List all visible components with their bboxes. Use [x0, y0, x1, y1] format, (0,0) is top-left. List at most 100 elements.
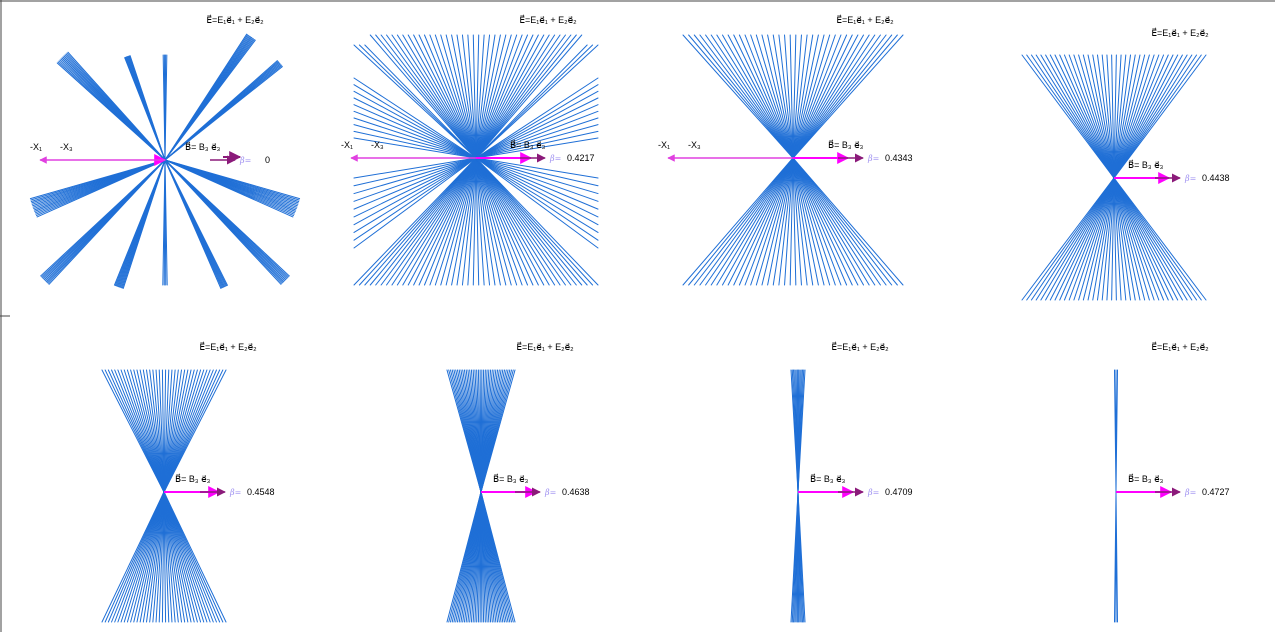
field-line — [475, 157, 561, 286]
field-line — [475, 34, 539, 159]
field-line — [120, 491, 165, 623]
field-line — [475, 157, 599, 286]
field-line — [1063, 54, 1115, 179]
field-line — [475, 34, 523, 159]
field-line — [792, 157, 893, 286]
b-field-label: B⃗= B₃ e⃗₃ — [1128, 473, 1164, 484]
field-line — [792, 34, 842, 159]
field-line — [475, 157, 599, 179]
field-line — [1113, 177, 1127, 301]
field-lines — [1021, 54, 1207, 301]
panel-6: E⃗=E₁e⃗₁ + E₂e⃗₂ B⃗= B₃ e⃗₃ β= 0.4638 — [446, 341, 590, 623]
field-line — [1049, 54, 1115, 179]
field-line — [451, 157, 477, 286]
field-line — [797, 369, 806, 493]
beta-label: β= — [229, 488, 241, 497]
field-line — [1113, 54, 1122, 179]
field-line — [123, 369, 165, 493]
field-line — [792, 157, 870, 286]
field-line — [353, 97, 477, 159]
field-line — [1115, 369, 1118, 493]
field-line — [163, 369, 176, 493]
field-line — [1113, 54, 1193, 179]
field-line — [792, 34, 831, 159]
field-line — [1111, 177, 1115, 301]
field-line — [467, 157, 477, 286]
beta-label: β= — [867, 488, 879, 497]
field-line — [475, 157, 518, 286]
field-line — [353, 84, 477, 159]
field-line — [1096, 177, 1115, 301]
field-line — [480, 491, 516, 623]
field-line — [475, 90, 599, 159]
b-field-label: B⃗= B₃ e⃗₃ — [828, 139, 864, 150]
field-line — [163, 369, 202, 493]
field-line — [163, 491, 167, 623]
field-line — [1113, 54, 1169, 179]
b-field-label: B⃗= B₃ e⃗₃ — [510, 139, 546, 150]
field-line — [792, 34, 887, 159]
field-line — [369, 34, 477, 159]
field-line — [163, 369, 198, 493]
neg-x3-label: -X₃ — [371, 140, 384, 150]
panel-4: E⃗=E₁e⃗₁ + E₂e⃗₂ B⃗= B₃ e⃗₃ β= 0.4438 — [1021, 27, 1230, 301]
e-field-label: E⃗=E₁e⃗₁ + E₂e⃗₂ — [1151, 341, 1209, 352]
beta-value: 0.4638 — [562, 487, 590, 497]
field-line — [792, 157, 859, 286]
field-line — [475, 44, 594, 159]
field-line — [1113, 177, 1136, 301]
field-line — [475, 157, 480, 286]
field-line — [1113, 177, 1188, 301]
field-line — [750, 157, 794, 286]
field-line — [1030, 177, 1115, 301]
field-line — [792, 34, 825, 159]
field-line — [369, 157, 477, 286]
field-line — [146, 491, 165, 623]
field-line — [353, 157, 477, 179]
field-line — [163, 491, 170, 623]
field-line — [375, 157, 477, 286]
field-line — [475, 137, 599, 159]
field-line — [716, 157, 794, 286]
panel-2: E⃗=E₁e⃗₁ + E₂e⃗₂ B⃗= B₃ e⃗₃β= 0.4217 -X₁ -X₃ — [341, 14, 599, 286]
field-line — [727, 157, 794, 286]
e-field-label: E⃗=E₁e⃗₁ + E₂e⃗₂ — [831, 341, 889, 352]
field-line — [161, 491, 165, 623]
field-line — [1113, 54, 1198, 179]
field-line — [158, 369, 165, 493]
beta-label: β= — [239, 156, 251, 165]
field-line — [1101, 177, 1115, 301]
field-line — [353, 157, 477, 210]
field-line — [688, 34, 794, 159]
field-line — [163, 491, 202, 623]
field-lines — [1114, 369, 1118, 623]
field-line — [699, 157, 794, 286]
field-line — [792, 157, 865, 286]
b-field-label: B⃗= B₃ e⃗₃ — [175, 473, 211, 484]
field-line — [721, 34, 794, 159]
field-line — [475, 104, 599, 159]
field-line — [750, 34, 794, 159]
e-field-label: E⃗=E₁e⃗₁ + E₂e⃗₂ — [199, 341, 257, 352]
field-line — [423, 34, 477, 159]
field-line — [353, 77, 477, 159]
field-line — [475, 157, 507, 286]
field-line — [475, 34, 480, 159]
field-line — [429, 34, 477, 159]
field-line — [353, 157, 477, 218]
field-line — [163, 491, 176, 623]
field-line — [434, 34, 477, 159]
field-line — [391, 34, 477, 159]
field-line — [475, 34, 572, 159]
field-line — [1049, 177, 1115, 301]
field-line — [475, 34, 550, 159]
field-line — [475, 34, 491, 159]
field-line — [1113, 54, 1150, 179]
field-line — [792, 34, 865, 159]
field-line — [163, 491, 179, 623]
field-line — [456, 34, 477, 159]
field-line — [353, 124, 477, 159]
field-line — [353, 157, 477, 195]
field-line — [136, 369, 165, 493]
panel-7: E⃗=E₁e⃗₁ + E₂e⃗₂ B⃗= B₃ e⃗₃ β= 0.4709 — [790, 341, 913, 623]
